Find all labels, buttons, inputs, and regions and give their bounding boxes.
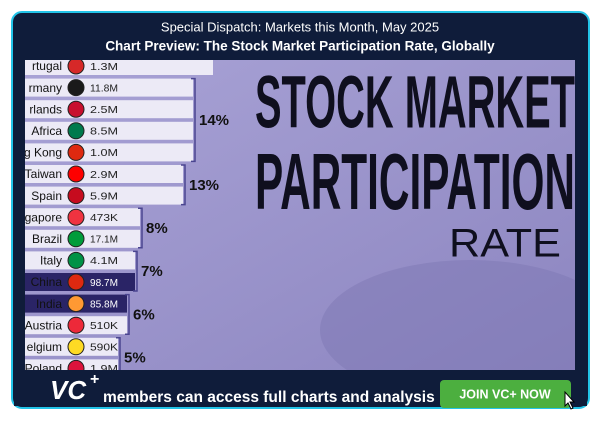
bar xyxy=(25,78,193,97)
flag xyxy=(67,122,85,140)
flag xyxy=(67,60,85,75)
flag xyxy=(67,230,85,248)
flag xyxy=(67,187,85,205)
flag xyxy=(67,273,85,291)
footer-text: members can access full charts and analy… xyxy=(103,389,435,406)
country-label: rtugal xyxy=(32,59,62,73)
country-label: India xyxy=(36,297,62,311)
bg-shape xyxy=(320,260,575,370)
bracket xyxy=(125,293,130,335)
flag xyxy=(67,251,85,269)
group-percent: 7% xyxy=(141,263,163,280)
value-label: 1.0M xyxy=(90,147,118,159)
group-percent: 8% xyxy=(146,220,168,237)
value-label: 11.8M xyxy=(90,82,118,94)
country-label: Italy xyxy=(40,254,62,268)
group-percent: 14% xyxy=(199,112,229,129)
header-kicker: Special Dispatch: Markets this Month, Ma… xyxy=(161,19,439,34)
value-label: 2.9M xyxy=(90,169,118,181)
flag xyxy=(67,208,85,226)
value-label: 590K xyxy=(90,342,118,354)
flag xyxy=(67,359,85,370)
bracket xyxy=(191,77,196,163)
flag xyxy=(67,165,85,183)
value-label: 5.9M xyxy=(90,190,118,202)
cursor xyxy=(564,390,576,410)
group-percent: 6% xyxy=(133,306,155,323)
country-label: Spain xyxy=(31,189,62,203)
footer-logo: VC xyxy=(50,375,87,405)
country-label: Taiwan xyxy=(25,167,62,181)
country-label: Brazil xyxy=(32,232,62,246)
value-label: 1.3M xyxy=(90,61,118,73)
flag xyxy=(67,338,85,356)
country-label: elgium xyxy=(27,340,62,354)
bracket xyxy=(133,250,138,292)
bracket xyxy=(181,164,186,206)
bracket xyxy=(116,337,121,370)
flag xyxy=(67,295,85,313)
country-label: rlands xyxy=(29,102,62,116)
country-label: China xyxy=(31,275,63,289)
value-label: 2.5M xyxy=(90,104,118,116)
bar xyxy=(25,165,183,183)
flag xyxy=(67,143,85,161)
bar xyxy=(25,121,193,140)
country-label: Africa xyxy=(31,124,62,138)
bracket xyxy=(138,207,143,249)
join-button-label[interactable]: JOIN VC+ NOW xyxy=(459,387,551,401)
flag xyxy=(67,100,85,118)
title-line: RATE xyxy=(449,222,561,266)
value-label: 473K xyxy=(90,212,118,224)
flag xyxy=(67,79,85,97)
value-label: 98.7M xyxy=(90,277,118,289)
title-line: STOCK MARKET xyxy=(255,61,575,144)
group-percent: 5% xyxy=(124,350,146,367)
bar xyxy=(25,143,193,162)
country-label: Poland xyxy=(25,362,62,376)
group-percent: 13% xyxy=(189,177,219,194)
title-line: PARTICIPATION xyxy=(255,137,575,226)
value-label: 8.5M xyxy=(90,126,118,138)
country-label: Austria xyxy=(25,318,63,332)
country-label: g Kong xyxy=(24,146,62,160)
join-button[interactable] xyxy=(440,380,571,408)
value-label: 17.1M xyxy=(90,234,118,246)
chart-preview: STOCK MARKET PARTICIPATION RATE rtugal 1.… xyxy=(24,59,575,376)
footer-logo-plus: + xyxy=(90,371,99,388)
header-title: Chart Preview: The Stock Market Particip… xyxy=(105,39,495,54)
value-label: 510K xyxy=(90,320,118,332)
country-label: gapore xyxy=(25,210,63,224)
value-label: 85.8M xyxy=(90,298,118,310)
bar xyxy=(25,100,193,119)
country-label: rmany xyxy=(29,81,62,95)
flag xyxy=(67,316,85,334)
bar xyxy=(25,186,183,205)
value-label: 4.1M xyxy=(90,255,118,267)
value-label: 1.9M xyxy=(90,363,118,375)
